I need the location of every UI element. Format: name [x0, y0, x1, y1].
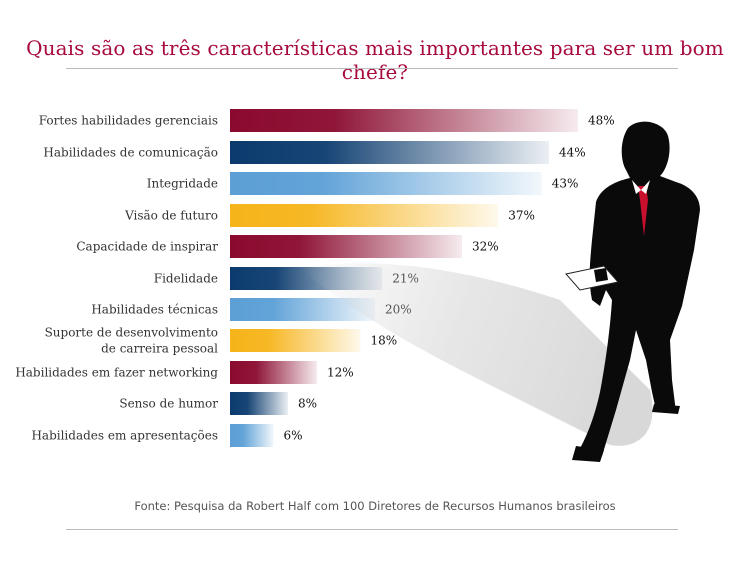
- bar-1: [230, 141, 549, 164]
- shirt-collar: [632, 180, 650, 194]
- bar-0: [230, 109, 578, 132]
- value-label-9: 8%: [298, 397, 317, 411]
- value-label-10: 6%: [284, 429, 303, 443]
- category-label-3: Visão de futuro: [124, 209, 218, 223]
- category-label-4: Capacidade de inspirar: [76, 240, 218, 254]
- value-label-4: 32%: [472, 240, 499, 254]
- value-label-2: 43%: [552, 177, 579, 191]
- source-note: Fonte: Pesquisa da Robert Half com 100 D…: [134, 499, 616, 513]
- bar-2: [230, 172, 542, 195]
- category-label-7: Suporte de desenvolvimento de carreira pe…: [45, 326, 219, 356]
- hand: [594, 268, 608, 282]
- category-label-0: Fortes habilidades gerenciais: [39, 114, 218, 128]
- category-label-8: Habilidades em fazer networking: [15, 366, 218, 380]
- bar-7: [230, 329, 361, 352]
- bar-10: [230, 424, 274, 447]
- category-label-10: Habilidades em apresentações: [31, 429, 218, 443]
- bars-layer: Fortes habilidades gerenciais 48% Habilida…: [15, 109, 615, 447]
- businessman-illustration: [300, 121, 700, 462]
- category-label-1: Habilidades de comunicação: [43, 146, 218, 160]
- floor-shadow: [300, 263, 653, 446]
- category-label-2: Integridade: [147, 177, 218, 191]
- value-label-1: 44%: [559, 146, 586, 160]
- value-label-0: 48%: [588, 114, 615, 128]
- chart-title: Quais são as três características mais i…: [26, 36, 724, 84]
- value-label-7: 18%: [371, 334, 398, 348]
- value-label-3: 37%: [508, 209, 535, 223]
- value-label-8: 12%: [327, 366, 354, 380]
- silhouette-shoe-right: [652, 404, 680, 414]
- bar-9: [230, 392, 288, 415]
- bottom-divider: [66, 529, 678, 530]
- tie: [638, 186, 648, 236]
- bar-8: [230, 361, 317, 384]
- title-divider: [66, 68, 678, 69]
- bar-4: [230, 235, 462, 258]
- category-label-6: Habilidades técnicas: [91, 303, 218, 317]
- bar-3: [230, 204, 499, 227]
- silhouette-body: [578, 121, 700, 456]
- category-label-9: Senso de humor: [119, 397, 218, 411]
- silhouette-shoe-left: [572, 446, 604, 462]
- bar-6: [230, 298, 375, 321]
- category-label-5: Fidelidade: [154, 272, 218, 286]
